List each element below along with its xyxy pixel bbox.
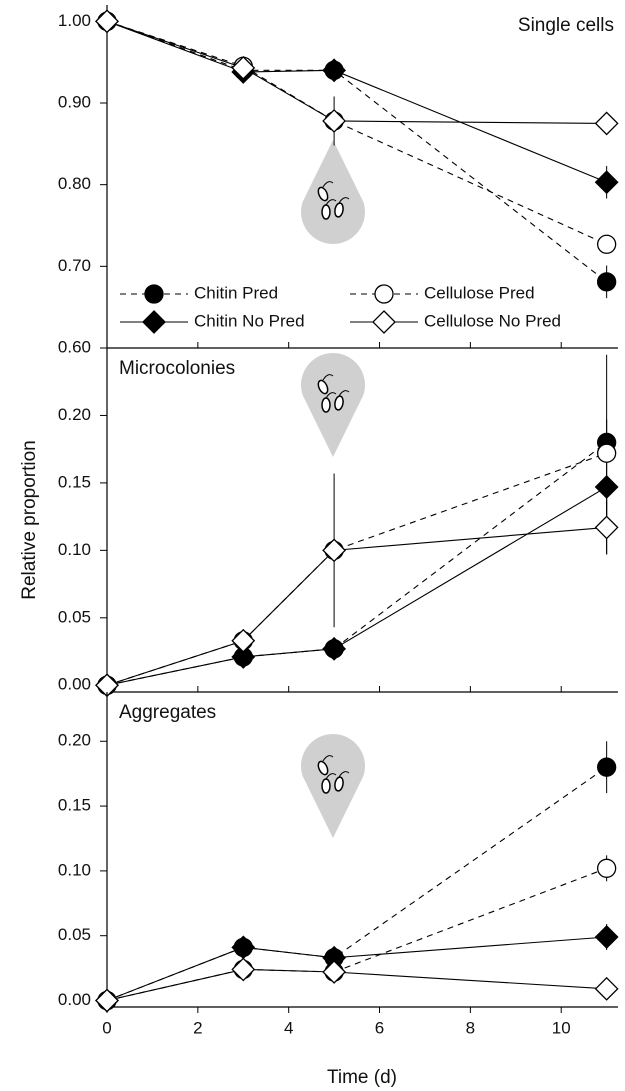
marker [322, 58, 347, 83]
series-line [106, 441, 607, 686]
marker [594, 515, 619, 540]
x-tick-label: 2 [193, 1018, 202, 1037]
x-tick-label: 0 [102, 1018, 111, 1037]
marker [596, 858, 617, 878]
marker [596, 757, 617, 777]
legend-label: Chitin Pred [194, 283, 278, 302]
legend-marker [374, 284, 394, 304]
flagellum [325, 199, 337, 206]
x-tick-label: 6 [375, 1018, 384, 1037]
marker [594, 475, 619, 499]
bacterium [334, 776, 344, 792]
series-line [106, 968, 607, 1002]
flagellum [338, 771, 350, 778]
series-line [106, 20, 607, 124]
bacterium [334, 202, 344, 218]
x-axis-label: Time (d) [327, 1067, 397, 1088]
legend-label: Chitin No Pred [194, 311, 305, 330]
y-tick-label: 0.05 [58, 925, 91, 944]
marker [231, 957, 256, 982]
y-tick-label: 0.05 [58, 607, 91, 626]
marker [231, 935, 256, 960]
marker [596, 272, 617, 292]
y-tick-label: 0.10 [58, 540, 91, 559]
y-tick-label: 1.00 [58, 11, 91, 30]
droplet [301, 140, 365, 244]
droplet [301, 353, 365, 457]
legend-marker [372, 310, 396, 334]
series-line [106, 20, 607, 245]
series-line [106, 20, 607, 283]
predator-icon [301, 353, 365, 457]
y-tick-label: 0.15 [58, 796, 91, 815]
marker [231, 645, 256, 669]
series-line [106, 867, 607, 1002]
bacterium [317, 186, 329, 202]
series-line [106, 936, 607, 1002]
marker [231, 628, 256, 653]
marker [594, 170, 619, 195]
y-tick-label: 0.70 [58, 256, 91, 275]
panel-title: Aggregates [119, 702, 216, 723]
marker [231, 55, 256, 80]
marker [95, 988, 119, 1013]
y-tick-label: 0.00 [58, 675, 91, 694]
marker [322, 538, 347, 563]
droplet [301, 734, 365, 838]
legend-marker [142, 310, 166, 334]
y-tick-label: 0.60 [58, 337, 91, 356]
predator-icon [301, 140, 365, 244]
bacterium [321, 778, 331, 794]
marker [596, 234, 617, 254]
y-tick-label: 0.20 [58, 731, 91, 750]
y-tick-label: 0.90 [58, 92, 91, 111]
x-tick-label: 8 [466, 1018, 475, 1037]
marker [322, 636, 347, 661]
marker [596, 443, 617, 463]
bacterium [321, 397, 331, 413]
panel-title: Microcolonies [119, 358, 235, 379]
flagellum [322, 374, 334, 381]
marker [95, 9, 119, 34]
marker [322, 109, 347, 133]
series-line [106, 452, 607, 686]
bacterium [321, 204, 331, 220]
panel-title: Single cells [518, 15, 614, 36]
bacterium [317, 760, 329, 776]
flagellum [338, 390, 350, 397]
bacterium [317, 379, 329, 395]
legend-label: Cellulose Pred [424, 283, 535, 302]
marker [594, 925, 619, 949]
series-line [106, 526, 607, 686]
y-tick-label: 0.00 [58, 990, 91, 1009]
x-tick-label: 10 [552, 1018, 571, 1037]
predator-icon [301, 734, 365, 838]
y-tick-label: 0.20 [58, 405, 91, 424]
flagellum [322, 755, 334, 762]
marker [594, 111, 619, 136]
y-tick-label: 0.80 [58, 174, 91, 193]
series-line [106, 766, 607, 1002]
marker [322, 960, 347, 984]
marker [594, 976, 619, 1001]
y-tick-label: 0.10 [58, 860, 91, 879]
legend-marker [144, 284, 164, 304]
bacterium [334, 395, 344, 411]
flagellum [338, 197, 350, 204]
series-line [106, 20, 607, 183]
flagellum [325, 392, 337, 399]
y-tick-label: 0.15 [58, 472, 91, 491]
flagellum [325, 773, 337, 780]
x-tick-label: 4 [284, 1018, 293, 1037]
series-line [106, 486, 607, 686]
y-axis-label: Relative proportion [19, 440, 40, 599]
legend-label: Cellulose No Pred [424, 311, 561, 330]
flagellum [322, 181, 334, 188]
